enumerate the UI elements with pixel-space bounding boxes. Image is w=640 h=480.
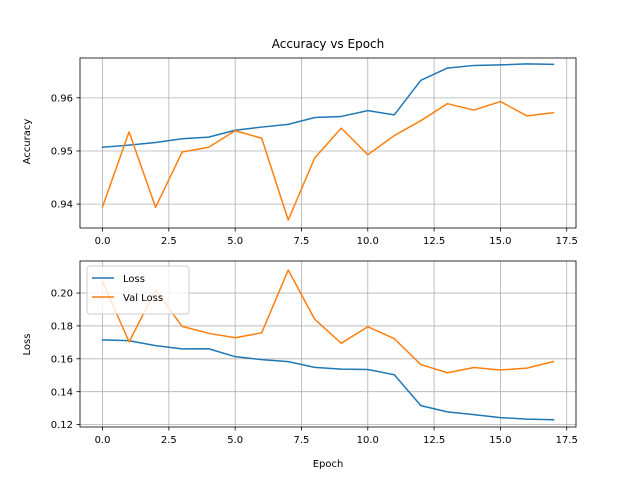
loss-y-axis-label: Loss xyxy=(22,334,33,356)
accuracy-series-group xyxy=(101,63,555,221)
loss-y-ticks: 0.12 0.14 0.16 0.18 0.20 xyxy=(51,289,80,431)
loss-y-tick-label: 0.14 xyxy=(51,387,73,398)
loss-x-tick-label: 5.0 xyxy=(227,435,243,446)
loss-x-tick-label: 0.0 xyxy=(95,435,111,446)
loss-y-tick-label: 0.18 xyxy=(51,322,73,333)
accuracy-y-tick-label: 0.95 xyxy=(51,147,73,158)
accuracy-x-tick-label: 12.5 xyxy=(423,236,445,247)
accuracy-series-line-1 xyxy=(101,100,555,221)
accuracy-y-ticks: 0.94 0.95 0.96 xyxy=(51,93,80,211)
accuracy-x-tick-label: 15.0 xyxy=(489,236,511,247)
loss-x-axis-label: Epoch xyxy=(313,459,344,470)
loss-y-tick-label: 0.12 xyxy=(51,420,73,431)
accuracy-x-tick-label: 7.5 xyxy=(294,236,310,247)
loss-legend: Loss Val Loss xyxy=(86,265,190,315)
loss-y-tick-label: 0.20 xyxy=(51,289,73,300)
loss-subplot: Loss Epoch 0.0 2.5 5.0 7.5 10.0 12.5 15.0 17.50… xyxy=(22,260,578,470)
accuracy-x-ticks: 0.0 2.5 5.0 7.5 10.0 12.5 15.0 17.5 xyxy=(95,228,578,247)
loss-x-tick-label: 2.5 xyxy=(161,435,177,446)
loss-legend-label-loss: Loss xyxy=(123,274,145,285)
accuracy-series-line-0 xyxy=(101,63,555,149)
accuracy-subplot: Accuracy vs Epoch Accuracy 0.0 2.5 5.0 7.5 1… xyxy=(22,37,578,247)
accuracy-y-axis-label: Accuracy xyxy=(22,119,33,165)
accuracy-axes-frame xyxy=(79,57,577,229)
loss-x-ticks: 0.0 2.5 5.0 7.5 10.0 12.5 15.0 17.5 xyxy=(95,427,578,446)
accuracy-x-tick-label: 10.0 xyxy=(357,236,379,247)
accuracy-y-tick-label: 0.94 xyxy=(51,200,73,211)
loss-x-tick-label: 17.5 xyxy=(556,435,578,446)
loss-legend-label-val-loss: Val Loss xyxy=(123,293,163,304)
loss-x-tick-label: 12.5 xyxy=(423,435,445,446)
loss-x-tick-label: 15.0 xyxy=(489,435,511,446)
accuracy-x-tick-label: 5.0 xyxy=(227,236,243,247)
loss-axes-frame xyxy=(79,260,577,428)
accuracy-x-tick-label: 2.5 xyxy=(161,236,177,247)
accuracy-gridlines xyxy=(80,58,576,228)
loss-series-line-val-loss xyxy=(101,269,555,374)
loss-x-tick-label: 10.0 xyxy=(357,435,379,446)
loss-x-tick-label: 7.5 xyxy=(294,435,310,446)
accuracy-x-tick-label: 0.0 xyxy=(95,236,111,247)
loss-series-group xyxy=(101,269,555,421)
loss-series-line-loss xyxy=(101,339,555,421)
accuracy-y-tick-label: 0.96 xyxy=(51,93,73,104)
accuracy-chart-title: Accuracy vs Epoch xyxy=(272,37,385,51)
accuracy-x-tick-label: 17.5 xyxy=(556,236,578,247)
loss-y-tick-label: 0.16 xyxy=(51,354,73,365)
